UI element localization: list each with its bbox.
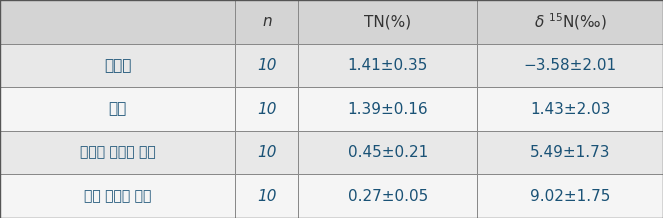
Text: 10: 10 — [257, 58, 276, 73]
Bar — [298, 44, 477, 87]
Bar — [298, 0, 477, 44]
Text: 10: 10 — [257, 102, 276, 116]
Bar — [298, 131, 477, 174]
Text: 5.49±1.73: 5.49±1.73 — [530, 145, 611, 160]
Bar — [477, 174, 663, 218]
Bar — [0, 87, 235, 131]
Text: 0.27±0.05: 0.27±0.05 — [347, 189, 428, 204]
Bar — [298, 174, 477, 218]
Text: TN(%): TN(%) — [364, 14, 412, 29]
Text: 10: 10 — [257, 189, 276, 204]
Text: $\delta\ ^{15}$N(‰): $\delta\ ^{15}$N(‰) — [534, 12, 607, 32]
Text: 산양삼 재배지 토양: 산양삼 재배지 토양 — [80, 146, 156, 160]
Bar — [235, 131, 298, 174]
Bar — [0, 174, 235, 218]
Bar — [477, 0, 663, 44]
Bar — [477, 44, 663, 87]
Bar — [235, 44, 298, 87]
Bar — [477, 131, 663, 174]
Bar — [235, 0, 298, 44]
Text: 인삼: 인삼 — [109, 102, 127, 116]
Text: 10: 10 — [257, 145, 276, 160]
Text: n: n — [262, 14, 272, 29]
Text: 1.39±0.16: 1.39±0.16 — [347, 102, 428, 116]
Bar — [235, 87, 298, 131]
Bar — [0, 0, 235, 44]
Text: 산양삼: 산양삼 — [104, 58, 131, 73]
Text: 1.41±0.35: 1.41±0.35 — [347, 58, 428, 73]
Bar — [0, 44, 235, 87]
Text: 1.43±2.03: 1.43±2.03 — [530, 102, 611, 116]
Text: 9.02±1.75: 9.02±1.75 — [530, 189, 611, 204]
Text: 인삼 재배지 토양: 인삼 재배지 토양 — [84, 189, 151, 203]
Text: 0.45±0.21: 0.45±0.21 — [347, 145, 428, 160]
Bar — [298, 87, 477, 131]
Text: −3.58±2.01: −3.58±2.01 — [524, 58, 617, 73]
Bar — [477, 87, 663, 131]
Bar — [235, 174, 298, 218]
Bar — [0, 131, 235, 174]
